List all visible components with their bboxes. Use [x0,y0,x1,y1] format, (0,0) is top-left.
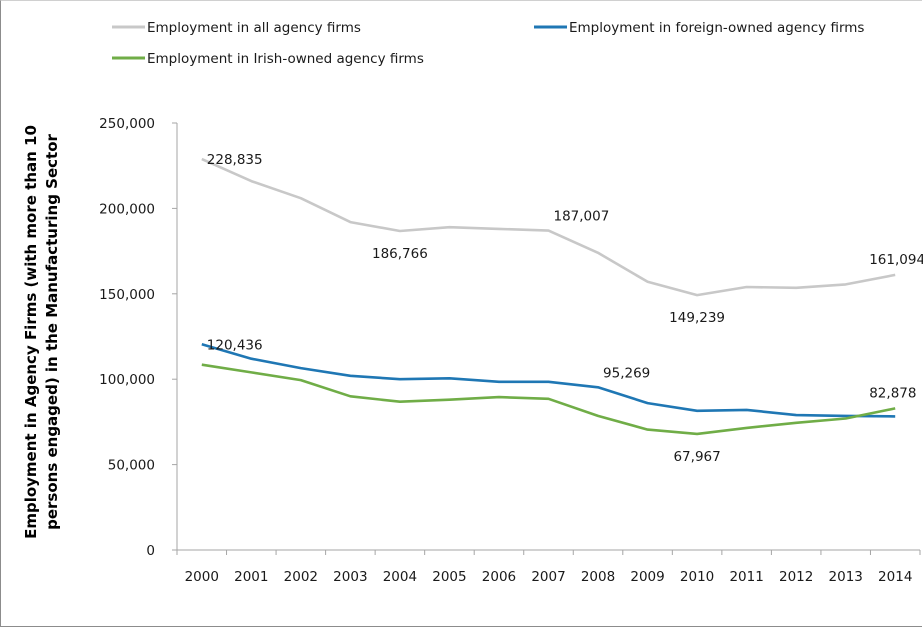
legend-entry-foreign: Employment in foreign-owned agency firms [534,20,864,36]
legend: Employment in all agency firms Employmen… [112,20,864,67]
data-point [597,386,599,388]
data-point [547,229,549,231]
axes: 0 50,000 100,000 150,000 200,000 250,000 2000 2… [99,116,921,585]
data-point [547,398,549,400]
data-point [745,427,747,429]
data-point [795,422,797,424]
data-label: 186,766 [372,246,428,262]
data-point [795,414,797,416]
data-point [300,379,302,381]
data-point [448,226,450,228]
data-point [845,417,847,419]
y-axis-title-line-1: Employment in Agency Firms (with more th… [22,125,40,539]
data-point [795,287,797,289]
y-axis-title-line-2: persons engaged) in the Manufacturing Se… [43,133,61,529]
y-tick-label: 150,000 [99,287,155,303]
x-tick-label: 2014 [878,569,912,585]
y-tick-label: 250,000 [99,116,155,132]
y-tick-label: 200,000 [99,201,155,217]
data-label: 82,878 [869,385,916,401]
data-point [696,294,698,296]
series-line-1 [201,343,896,418]
x-tick-label: 2013 [829,569,863,585]
data-point [894,274,896,276]
data-point [201,158,203,160]
data-point [250,358,252,360]
data-point [498,396,500,398]
x-tick-label: 2000 [185,569,219,585]
x-tick-label: 2004 [383,569,417,585]
data-point [300,197,302,199]
data-point [349,221,351,223]
data-point [696,433,698,435]
series-line-2 [201,363,896,436]
data-point [597,415,599,417]
data-point [845,415,847,417]
data-point [399,230,401,232]
y-tick-label: 0 [146,543,155,559]
x-tick-label: 2010 [680,569,714,585]
data-point [349,395,351,397]
legend-label-irish: Employment in Irish-owned agency firms [147,51,424,67]
data-point [448,377,450,379]
data-point [547,381,549,383]
data-point [498,381,500,383]
x-tick-label: 2002 [284,569,318,585]
data-point [250,371,252,373]
legend-entry-irish: Employment in Irish-owned agency firms [112,51,424,67]
x-tick-label: 2008 [581,569,615,585]
data-label: 120,436 [207,337,263,353]
data-point [349,375,351,377]
data-label: 67,967 [673,449,720,465]
data-label: 95,269 [603,365,650,381]
x-tick-label: 2005 [432,569,466,585]
x-tick-label: 2003 [333,569,367,585]
data-label: 228,835 [207,152,263,168]
data-point [201,343,203,345]
data-point [300,367,302,369]
data-point [696,410,698,412]
x-tick-label: 2011 [729,569,763,585]
x-tick-label: 2001 [234,569,268,585]
data-point [250,180,252,182]
data-point [597,252,599,254]
data-point [845,283,847,285]
data-label: 149,239 [669,310,725,326]
data-point [498,228,500,230]
data-point [399,401,401,403]
data-point [745,286,747,288]
x-tick-label: 2007 [531,569,565,585]
data-point [201,363,203,365]
data-point [448,398,450,400]
legend-label-all: Employment in all agency firms [147,20,361,36]
x-tick-label: 2012 [779,569,813,585]
y-tick-label: 50,000 [108,458,155,474]
series-line-0 [201,157,896,297]
data-label: 161,094 [869,252,923,268]
y-axis-title: Employment in Agency Firms (with more th… [22,125,61,539]
x-tick-label: 2009 [630,569,664,585]
data-point [894,407,896,409]
data-point [646,281,648,283]
legend-label-foreign: Employment in foreign-owned agency firms [569,20,864,36]
data-point [646,402,648,404]
y-tick-label: 100,000 [99,372,155,388]
data-label: 187,007 [554,209,610,225]
data-point [399,378,401,380]
series-layer [201,157,896,436]
data-point [745,409,747,411]
x-tick-label: 2006 [482,569,516,585]
data-labels: 228,835 186,766 187,007 149,239 161,094 120,4… [207,152,923,465]
legend-entry-all: Employment in all agency firms [112,20,361,36]
data-point [894,415,896,417]
data-point [646,428,648,430]
